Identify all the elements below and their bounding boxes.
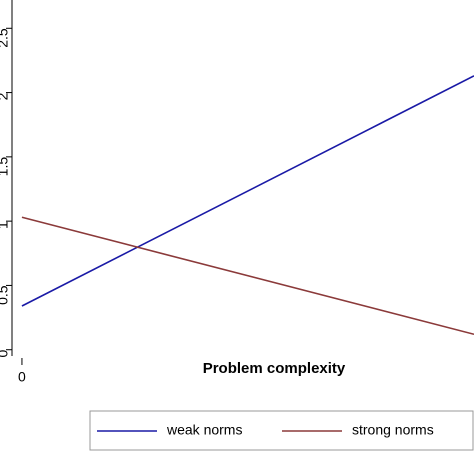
y-tick-label: 0.5 <box>0 285 11 305</box>
y-tick-label: 1 <box>0 221 11 229</box>
y-tick-label: 2 <box>0 92 11 100</box>
series-line <box>21 216 474 336</box>
series-line <box>21 75 474 307</box>
legend-box <box>89 410 474 451</box>
y-tick-label: 0 <box>0 350 11 358</box>
y-tick-label: 2.5 <box>0 28 11 48</box>
x-axis-label: Problem complexity <box>203 360 346 377</box>
y-tick-label: 1.5 <box>0 157 11 177</box>
legend-label: weak norms <box>166 422 242 438</box>
x-tick-label: 0 <box>18 369 26 385</box>
legend-label: strong norms <box>352 422 434 438</box>
